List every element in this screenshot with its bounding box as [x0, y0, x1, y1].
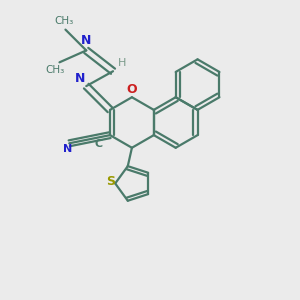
Text: CH₃: CH₃	[45, 65, 65, 75]
Text: C: C	[94, 139, 102, 149]
Text: N: N	[81, 34, 92, 47]
Text: S: S	[106, 175, 115, 188]
Text: CH₃: CH₃	[54, 16, 74, 26]
Text: O: O	[127, 83, 137, 96]
Text: N: N	[74, 72, 85, 85]
Text: H: H	[118, 58, 126, 68]
Text: N: N	[63, 144, 72, 154]
